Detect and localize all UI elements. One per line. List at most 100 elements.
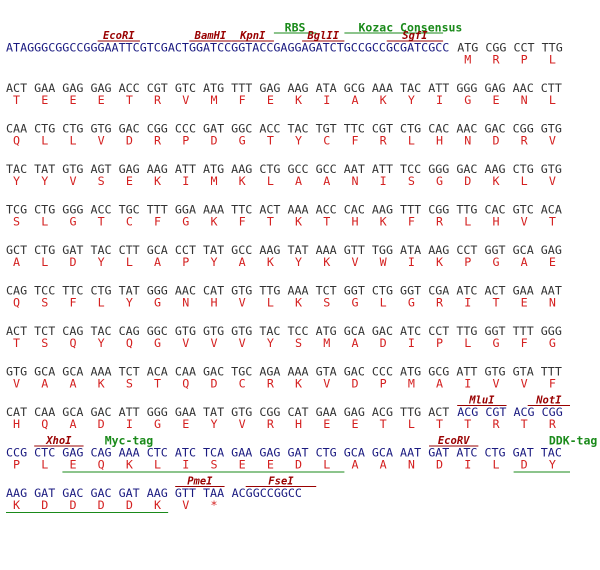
dna-sequence: CAT CAA GCA GAC ATT GGG GAA TAT GTG CGG … bbox=[6, 405, 449, 419]
amino-acid: I bbox=[323, 93, 330, 107]
amino-acid: K bbox=[295, 215, 302, 229]
amino-acid: S bbox=[408, 174, 415, 188]
amino-acid: F bbox=[69, 296, 76, 310]
amino-acid: E bbox=[267, 458, 274, 472]
amino-acid: I bbox=[408, 255, 415, 269]
amino-acid: D bbox=[464, 174, 471, 188]
amino-acid: L bbox=[380, 296, 387, 310]
amino-acid: V bbox=[521, 377, 528, 391]
amino-acid: L bbox=[549, 93, 556, 107]
amino-acid: A bbox=[436, 377, 443, 391]
amino-acid: E bbox=[239, 458, 246, 472]
amino-acid: D bbox=[210, 377, 217, 391]
amino-acid: D bbox=[210, 134, 217, 148]
amino-acid: T bbox=[380, 417, 387, 431]
site-label: MluI bbox=[468, 395, 495, 407]
amino-acid: V bbox=[492, 377, 499, 391]
amino-acid: L bbox=[41, 255, 48, 269]
site-label: BamHI bbox=[194, 30, 227, 42]
amino-acid: T bbox=[267, 215, 274, 229]
amino-acid: K bbox=[295, 296, 302, 310]
amino-acid: L bbox=[521, 174, 528, 188]
amino-acid: R bbox=[436, 215, 444, 229]
amino-acid: I bbox=[464, 377, 471, 391]
amino-acid: A bbox=[351, 93, 358, 107]
amino-acid: R bbox=[267, 417, 275, 431]
amino-acid: R bbox=[154, 134, 162, 148]
amino-acid: C bbox=[239, 377, 246, 391]
amino-acid: A bbox=[351, 458, 358, 472]
amino-acid: Y bbox=[549, 458, 556, 472]
amino-acid: N bbox=[351, 174, 358, 188]
amino-acid: S bbox=[98, 174, 105, 188]
amino-acid: E bbox=[549, 255, 556, 269]
dna-sequence: TCG CTG GGG ACC TGC TTT GGA AAA TTC ACT … bbox=[6, 203, 562, 217]
amino-acid: L bbox=[323, 458, 330, 472]
amino-acid: H bbox=[13, 417, 20, 431]
amino-acid: Y bbox=[126, 296, 133, 310]
amino-acid: N bbox=[408, 458, 415, 472]
amino-acid: D bbox=[351, 377, 358, 391]
amino-acid: R bbox=[380, 134, 388, 148]
amino-acid: A bbox=[41, 377, 48, 391]
amino-acid: F bbox=[549, 377, 556, 391]
amino-acid: L bbox=[126, 255, 133, 269]
amino-acid: V bbox=[521, 215, 528, 229]
amino-acid: Q bbox=[13, 134, 20, 148]
amino-acid: V bbox=[239, 296, 246, 310]
amino-acid: S bbox=[13, 215, 20, 229]
dna-sequence: ACT GAA GAG GAG ACC CGT GTC ATG TTT GAG … bbox=[6, 81, 562, 95]
amino-acid: Q bbox=[182, 377, 189, 391]
amino-acid: T bbox=[464, 417, 471, 431]
amino-acid: F bbox=[521, 336, 528, 350]
amino-acid: V bbox=[182, 93, 189, 107]
amino-acid: D bbox=[98, 498, 105, 512]
amino-acid: M bbox=[210, 174, 217, 188]
dna-sequence: CAG TCC TTC CTG TAT GGG AAC CAT GTG TTG … bbox=[6, 284, 562, 298]
amino-acid: T bbox=[521, 417, 528, 431]
amino-acid: Y bbox=[295, 255, 302, 269]
dna-sequence: ATG CGG CCT TTG bbox=[457, 41, 563, 55]
site-label: KpnI bbox=[239, 30, 266, 42]
amino-acid: V bbox=[69, 174, 76, 188]
amino-acid: Y bbox=[98, 255, 105, 269]
amino-acid: F bbox=[408, 215, 415, 229]
amino-acid: S bbox=[323, 296, 330, 310]
amino-acid: V bbox=[210, 336, 217, 350]
amino-acid: G bbox=[436, 174, 443, 188]
amino-acid: M bbox=[464, 53, 471, 67]
amino-acid: D bbox=[126, 498, 133, 512]
amino-acid: A bbox=[239, 255, 246, 269]
amino-acid: S bbox=[295, 336, 302, 350]
amino-acid: K bbox=[323, 255, 330, 269]
amino-acid: D bbox=[41, 498, 48, 512]
amino-acid: G bbox=[154, 417, 161, 431]
amino-acid: E bbox=[351, 417, 358, 431]
amino-acid: R bbox=[436, 296, 444, 310]
amino-acid: A bbox=[69, 417, 76, 431]
amino-acid: Y bbox=[41, 174, 48, 188]
amino-acid: Q bbox=[126, 336, 133, 350]
amino-acid: D bbox=[436, 458, 443, 472]
amino-acid: D bbox=[295, 458, 302, 472]
amino-acid: N bbox=[549, 296, 556, 310]
amino-acid: R bbox=[492, 53, 500, 67]
dna-sequence: ATAGGGCGGCCGGGAATTCGTCGACTGGATCCGGTACCGA… bbox=[6, 41, 449, 55]
amino-acid: T bbox=[98, 215, 105, 229]
amino-acid: L bbox=[408, 134, 415, 148]
amino-acid: K bbox=[380, 93, 387, 107]
amino-acid: P bbox=[521, 53, 528, 67]
dna-sequence: ACT TCT CAG TAC CAG GGC GTG GTG GTG TAC … bbox=[6, 324, 562, 338]
amino-acid: Q bbox=[98, 458, 105, 472]
amino-acid: T bbox=[436, 417, 443, 431]
amino-acid: F bbox=[154, 215, 161, 229]
amino-acid: Y bbox=[98, 336, 105, 350]
amino-acid: G bbox=[69, 215, 76, 229]
amino-acid: P bbox=[182, 255, 189, 269]
amino-acid: L bbox=[464, 215, 471, 229]
amino-acid: T bbox=[323, 215, 330, 229]
amino-acid: D bbox=[69, 255, 76, 269]
amino-acid: K bbox=[126, 458, 133, 472]
amino-acid: G bbox=[408, 296, 415, 310]
